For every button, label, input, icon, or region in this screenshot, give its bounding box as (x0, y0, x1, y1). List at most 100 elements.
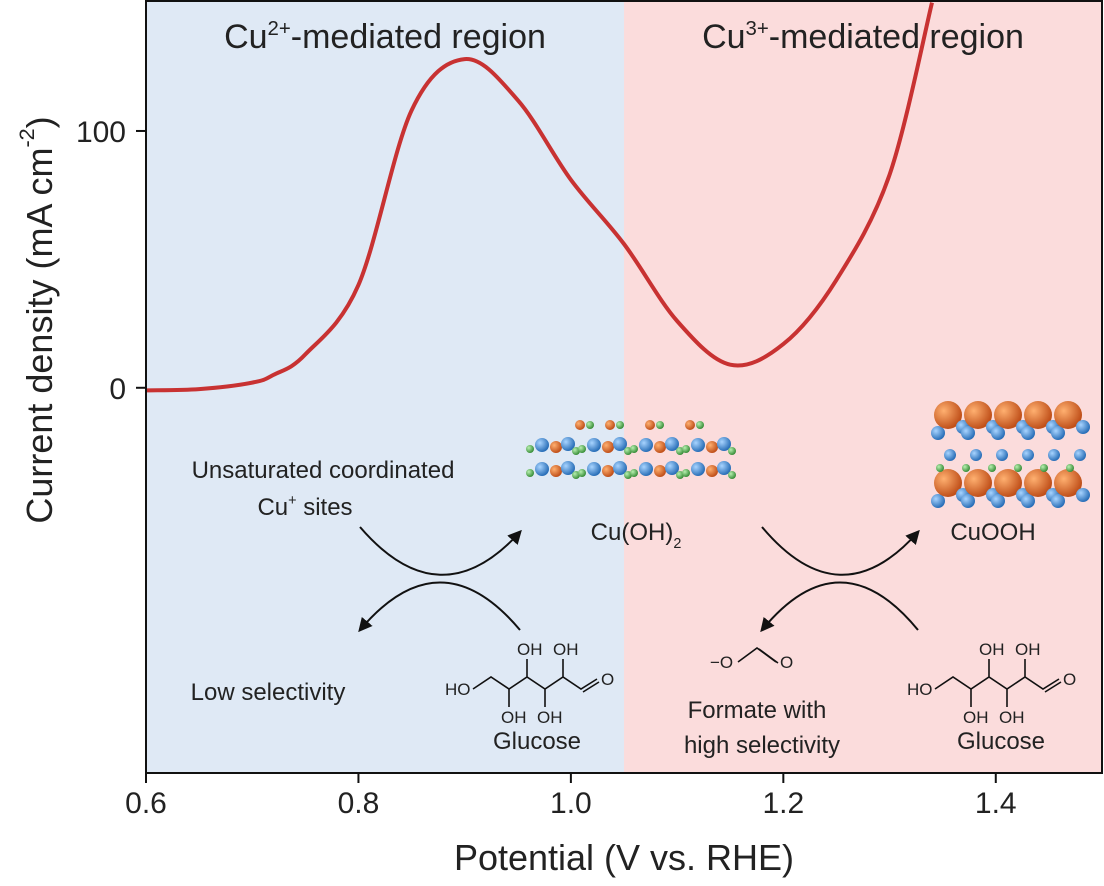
atom-ball (578, 445, 586, 453)
atom-ball (1021, 426, 1035, 440)
atom-ball (934, 469, 962, 497)
compound-sub: 2 (673, 536, 681, 552)
atom-ball (1024, 401, 1052, 429)
atom: OH (999, 708, 1025, 727)
atom-ball (717, 437, 731, 451)
atom-ball (728, 471, 736, 479)
atom-ball (1051, 426, 1065, 440)
atom-ball (605, 420, 615, 430)
compound-label: Cu(OH)2 (591, 519, 682, 552)
atom: OH (979, 640, 1005, 659)
atom-ball (587, 438, 601, 452)
atom-ball (1014, 464, 1022, 472)
x-tick-label: 1.0 (550, 787, 592, 820)
atom-ball (696, 421, 704, 429)
atom-ball (1076, 420, 1090, 434)
y-axis-label: Current density (mA cm-2) (14, 116, 60, 523)
atom: HO (445, 680, 471, 699)
atom-ball (682, 469, 690, 477)
atom-ball (602, 441, 614, 453)
atom-ball (526, 445, 534, 453)
atom-ball (613, 437, 627, 451)
compound-label: CuOOH (950, 519, 1035, 546)
atom-ball (691, 438, 705, 452)
atom-ball (526, 469, 534, 477)
y-axis-label-part: Current density (mA cm (19, 148, 60, 524)
glucose-structure: OH OH HO OH OH O (907, 640, 1076, 727)
region-label: Cu2+-mediated region (224, 18, 546, 56)
atom-ball (654, 441, 666, 453)
atom-ball (1066, 464, 1074, 472)
atom: HO (907, 680, 933, 699)
atom-ball (728, 447, 736, 455)
atom-ball (682, 445, 690, 453)
compound-label: Glucose (957, 728, 1045, 755)
atom-ball (988, 464, 996, 472)
atom: O (780, 653, 793, 672)
glucose-structure: OH OH HO OH OH O (445, 640, 614, 727)
x-tick-label: 1.4 (975, 787, 1017, 820)
atom-ball (1076, 488, 1090, 502)
atom-ball (1048, 449, 1060, 461)
atom-ball (656, 421, 664, 429)
atom-ball (706, 441, 718, 453)
cuooh-crystal (931, 401, 1090, 508)
atom-ball (991, 494, 1005, 508)
atom-ball (961, 426, 975, 440)
atom-ball (587, 462, 601, 476)
atom-ball (994, 401, 1022, 429)
x-tick-label: 0.8 (338, 787, 380, 820)
atom-ball (654, 465, 666, 477)
atom-ball (1024, 469, 1052, 497)
region-label-part: Cu (224, 18, 267, 56)
reaction-arrows (358, 526, 920, 633)
atom-ball (1040, 464, 1048, 472)
atom-ball (706, 465, 718, 477)
note: Unsaturated coordinated (192, 457, 455, 484)
atom-ball (575, 420, 585, 430)
x-axis-label: Potential (V vs. RHE) (454, 837, 794, 878)
atom-ball (616, 421, 624, 429)
note-sup: + (288, 493, 296, 509)
atom-ball (561, 461, 575, 475)
note: Formate with (688, 697, 827, 724)
atom-ball (602, 465, 614, 477)
y-axis-label-part: ) (19, 116, 60, 128)
atom-ball (931, 426, 945, 440)
atom-ball (639, 462, 653, 476)
atom-ball (665, 437, 679, 451)
y-tick-label: 0 (109, 373, 126, 406)
formate-structure: −O O (710, 647, 793, 672)
atom-ball (1051, 494, 1065, 508)
note: Cu+ sites (257, 493, 352, 521)
atom: O (1063, 670, 1076, 689)
atom: OH (517, 640, 543, 659)
region (624, 0, 1102, 773)
atom-ball (964, 469, 992, 497)
atom-ball (550, 441, 562, 453)
atom-ball (962, 464, 970, 472)
region-label-part: -mediated region (769, 18, 1024, 56)
compound-part: Cu(OH) (591, 519, 674, 546)
atom-ball (645, 420, 655, 430)
atom-ball (717, 461, 731, 475)
atom-ball (550, 465, 562, 477)
atom-ball (991, 426, 1005, 440)
atom-ball (685, 420, 695, 430)
atom-ball (996, 449, 1008, 461)
atom-ball (994, 469, 1022, 497)
atom: OH (1015, 640, 1041, 659)
atom-ball (961, 494, 975, 508)
atom-ball (639, 438, 653, 452)
atom-ball (535, 438, 549, 452)
note-part: Cu (257, 494, 288, 521)
atom-ball (578, 469, 586, 477)
note: Low selectivity (191, 679, 346, 706)
atom-ball (535, 462, 549, 476)
atom: OH (963, 708, 989, 727)
atom-ball (1074, 449, 1086, 461)
atom-ball (936, 464, 944, 472)
x-tick-label: 1.2 (762, 787, 804, 820)
region-label: Cu3+-mediated region (702, 18, 1024, 56)
